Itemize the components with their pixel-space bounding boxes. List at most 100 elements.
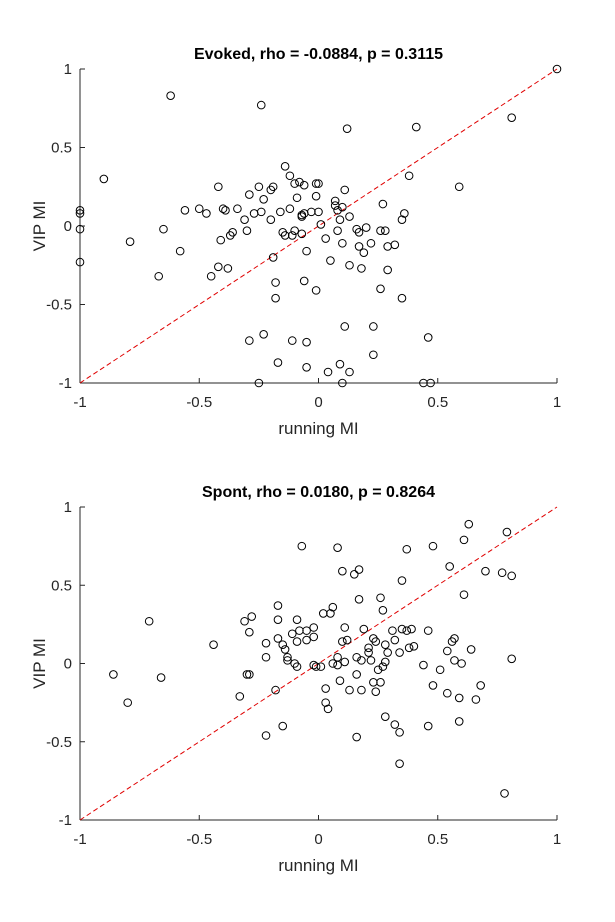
point xyxy=(357,685,366,695)
point xyxy=(335,359,345,369)
point xyxy=(442,646,452,656)
point xyxy=(376,226,385,236)
point xyxy=(338,566,347,576)
point xyxy=(125,237,135,246)
chart-title: Evoked, rho = -0.0884, p = 0.3115 xyxy=(194,46,443,63)
point xyxy=(450,634,459,643)
point xyxy=(454,182,464,192)
x-tick-label: -0.5 xyxy=(186,831,212,848)
point xyxy=(245,627,254,637)
point xyxy=(321,698,330,707)
point xyxy=(256,100,266,110)
x-tick-label: 0 xyxy=(314,394,322,411)
point xyxy=(481,566,490,576)
point xyxy=(426,378,435,388)
point xyxy=(335,215,345,225)
point xyxy=(311,662,321,671)
point xyxy=(340,322,350,331)
y-tick-label: 0 xyxy=(64,656,72,673)
point xyxy=(166,91,175,100)
point xyxy=(338,637,347,646)
point xyxy=(459,535,469,545)
point xyxy=(261,731,271,740)
point xyxy=(369,322,378,331)
point xyxy=(302,635,311,645)
point xyxy=(287,336,297,345)
point xyxy=(292,615,302,624)
point xyxy=(75,224,85,234)
point xyxy=(240,616,249,626)
x-axis-label: running MI xyxy=(278,856,358,875)
point xyxy=(287,629,297,639)
point xyxy=(364,643,373,653)
point xyxy=(442,688,452,698)
point xyxy=(290,179,299,188)
point xyxy=(235,692,245,701)
x-tick-label: 1 xyxy=(553,394,561,411)
point xyxy=(287,231,297,240)
point xyxy=(397,215,407,225)
point xyxy=(75,209,85,218)
point xyxy=(376,677,385,687)
y-tick-label: -1 xyxy=(59,375,72,392)
point xyxy=(359,248,369,257)
point xyxy=(321,684,330,693)
point xyxy=(395,728,404,737)
point xyxy=(154,271,164,281)
point xyxy=(295,177,304,187)
point xyxy=(380,640,390,650)
point xyxy=(249,209,259,218)
point xyxy=(383,242,392,251)
point xyxy=(314,179,323,188)
x-tick-label: 0.5 xyxy=(427,831,448,848)
point xyxy=(302,363,311,372)
point xyxy=(206,271,216,281)
point xyxy=(216,235,226,245)
point xyxy=(340,657,350,667)
point xyxy=(400,209,409,218)
point xyxy=(397,624,407,634)
point xyxy=(342,635,352,645)
point xyxy=(242,226,252,236)
y-tick-label: 0 xyxy=(64,218,72,235)
point xyxy=(295,626,304,635)
point xyxy=(423,721,433,731)
point xyxy=(333,660,342,670)
point xyxy=(323,367,333,377)
point xyxy=(466,645,476,654)
point xyxy=(397,293,407,303)
y-tick-label: 1 xyxy=(64,61,72,78)
point xyxy=(361,223,371,232)
point xyxy=(450,656,459,665)
chart-title: Spont, rho = 0.0180, p = 0.8264 xyxy=(202,484,435,501)
point xyxy=(395,648,404,657)
point xyxy=(156,673,166,682)
point xyxy=(245,336,254,345)
point xyxy=(299,276,309,286)
point xyxy=(402,544,412,554)
point xyxy=(369,677,378,687)
point xyxy=(316,220,326,229)
y-tick-label: 0.5 xyxy=(51,140,72,157)
point xyxy=(464,519,474,529)
point xyxy=(390,720,400,729)
point xyxy=(378,199,388,209)
point xyxy=(335,676,345,686)
point xyxy=(283,656,292,665)
point xyxy=(423,333,433,342)
point xyxy=(428,681,438,690)
x-tick-label: -1 xyxy=(73,831,86,848)
point xyxy=(366,238,376,248)
point xyxy=(376,593,385,603)
point xyxy=(292,637,302,646)
point xyxy=(278,640,288,650)
y-tick-label: 1 xyxy=(64,499,72,516)
y-tick-label: -0.5 xyxy=(46,734,72,751)
x-tick-label: -0.5 xyxy=(186,394,212,411)
point xyxy=(273,634,283,643)
point xyxy=(280,645,290,654)
point xyxy=(552,64,562,74)
x-tick-label: -1 xyxy=(73,394,86,411)
point xyxy=(159,224,168,234)
